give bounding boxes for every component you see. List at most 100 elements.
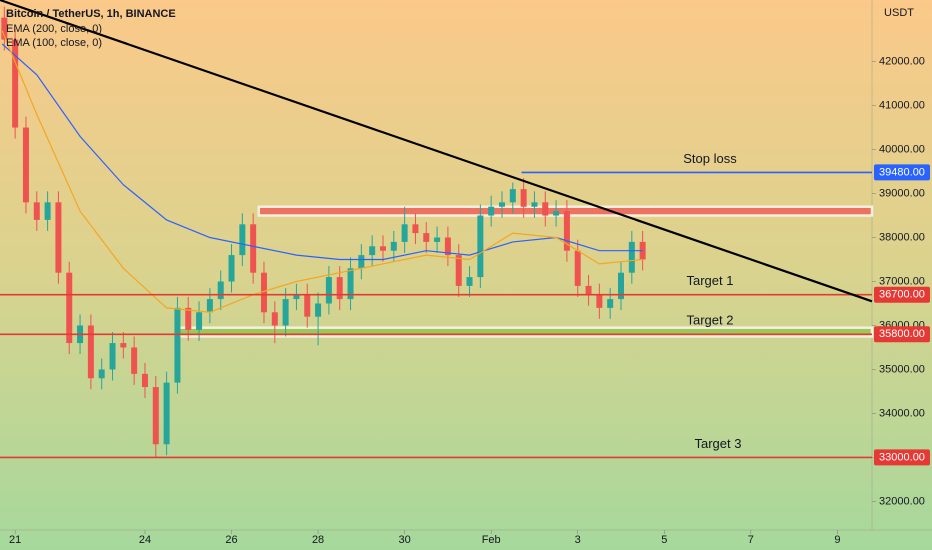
candle-body	[358, 255, 365, 269]
candle-body	[444, 237, 451, 256]
indicator-legend: EMA (200, close, 0)	[6, 23, 102, 35]
level-annotation: Stop loss	[683, 151, 737, 166]
price-label: 33000.00	[879, 451, 925, 463]
x-tick-label: 26	[225, 534, 237, 546]
price-label-box	[874, 286, 930, 303]
y-tick-label: 42000.00	[879, 55, 925, 67]
candle-body	[498, 202, 505, 207]
level-annotation: Target 2	[687, 313, 734, 328]
plot	[0, 0, 876, 534]
candle-body	[120, 343, 127, 348]
chart-title: Bitcoin / TetherUS, 1h, BINANCE	[6, 8, 176, 20]
y-tick-label: 38000.00	[879, 231, 925, 243]
x-tick-label: 3	[575, 534, 581, 546]
candle-body	[412, 224, 419, 234]
candle-body	[618, 272, 625, 300]
candle-body	[336, 277, 343, 300]
candle-body	[141, 373, 148, 388]
level-annotation: Target 1	[687, 273, 734, 288]
y-tick-label: 34000.00	[879, 407, 925, 419]
candle-body	[98, 369, 105, 379]
price-label-box	[874, 449, 930, 466]
y-tick-label: 40000.00	[879, 143, 925, 155]
candle-body	[33, 202, 40, 220]
candle-body	[131, 347, 138, 374]
x-tick-label: 9	[834, 534, 840, 546]
candle-body	[563, 211, 570, 251]
indicator-legend: EMA (100, close, 0)	[6, 37, 102, 49]
candle-body	[217, 281, 224, 300]
x-tick-label: 5	[661, 534, 667, 546]
x-tick-label: 7	[748, 534, 754, 546]
candle-body	[423, 233, 430, 242]
candle-body	[379, 246, 386, 251]
candle-body	[206, 299, 213, 313]
candle-body	[163, 382, 170, 445]
candle-body	[509, 189, 516, 203]
candle-body	[44, 202, 51, 220]
trendline	[0, 0, 873, 303]
candle-body	[250, 224, 257, 273]
candle-body	[196, 312, 203, 330]
y-tick-label: 35000.00	[879, 363, 925, 375]
price-label-box	[874, 164, 930, 181]
candle-body	[434, 237, 441, 242]
candle-body	[607, 299, 614, 308]
candle-body	[531, 202, 538, 207]
x-tick-label: 30	[399, 534, 411, 546]
y-tick-label: 37000.00	[879, 275, 925, 287]
candle-body	[66, 272, 73, 344]
candle-body	[315, 303, 322, 317]
candle-body	[574, 250, 581, 286]
candle-body	[228, 255, 235, 282]
x-tick-label: 28	[312, 534, 324, 546]
ema-line	[1, 30, 643, 313]
candle-body	[293, 294, 300, 300]
candle-body	[55, 202, 62, 273]
candle-body	[596, 294, 603, 308]
candle-body	[477, 215, 484, 278]
candle-body	[239, 224, 246, 256]
candle-body	[185, 307, 192, 330]
candle-body	[401, 224, 408, 242]
candle-body	[12, 39, 19, 128]
candle-body	[488, 206, 495, 216]
price-label: 35800.00	[879, 328, 925, 340]
candle-body	[628, 241, 635, 273]
candle-body	[304, 294, 311, 317]
candle-body	[466, 277, 473, 286]
candle-body	[325, 277, 332, 304]
candle-body	[282, 299, 289, 326]
y-tick-label: 32000.00	[879, 495, 925, 507]
price-label: 39480.00	[879, 166, 925, 178]
candle-body	[22, 127, 29, 203]
candle-body	[152, 387, 159, 445]
candle-body	[347, 268, 354, 300]
x-tick-label: Feb	[482, 534, 501, 546]
candle-body	[455, 255, 462, 286]
candle-body	[390, 241, 397, 251]
candle-body	[271, 312, 278, 326]
x-tick-label: 24	[139, 534, 151, 546]
candle-body	[109, 343, 116, 370]
candle-body	[87, 325, 94, 379]
price-label: 36700.00	[879, 289, 925, 301]
candle-body	[585, 285, 592, 295]
x-tick-label: 21	[9, 534, 21, 546]
candle-body	[260, 272, 267, 313]
ema-line	[1, 43, 643, 261]
candle-body	[542, 202, 549, 216]
candle-body	[553, 211, 560, 216]
price-label-box	[874, 326, 930, 343]
candle-body	[174, 307, 181, 383]
candle-body	[1, 17, 8, 40]
y-tick-label: 41000.00	[879, 99, 925, 111]
zone	[176, 326, 874, 338]
candle-body	[369, 246, 376, 256]
level-annotation: Target 3	[695, 436, 742, 451]
y-tick-label: 39000.00	[879, 187, 925, 199]
candle-body	[520, 189, 527, 207]
